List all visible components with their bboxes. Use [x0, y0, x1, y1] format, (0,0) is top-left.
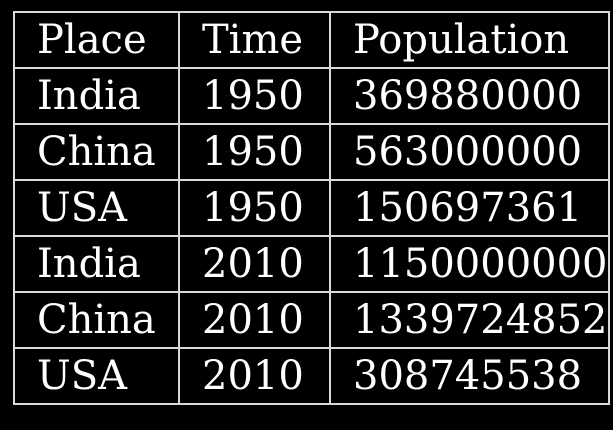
header-place: Place: [13, 11, 180, 69]
cell-population: 308745538: [329, 347, 610, 405]
table-row: India 2010 1150000000: [13, 235, 610, 293]
cell-population: 1339724852: [329, 291, 610, 349]
cell-place: USA: [13, 347, 180, 405]
header-population: Population: [329, 11, 610, 69]
cell-time: 1950: [178, 67, 331, 125]
cell-place: India: [13, 235, 180, 293]
cell-time: 1950: [178, 123, 331, 181]
cell-time: 2010: [178, 347, 331, 405]
population-table: Place Time Population India 1950 3698800…: [13, 11, 610, 405]
cell-place: China: [13, 123, 180, 181]
table-row: USA 1950 150697361: [13, 179, 610, 237]
cell-time: 2010: [178, 291, 331, 349]
header-time: Time: [178, 11, 331, 69]
cell-population: 563000000: [329, 123, 610, 181]
cell-place: China: [13, 291, 180, 349]
cell-time: 1950: [178, 179, 331, 237]
cell-time: 2010: [178, 235, 331, 293]
table-row: China 1950 563000000: [13, 123, 610, 181]
table-row: USA 2010 308745538: [13, 347, 610, 405]
cell-population: 150697361: [329, 179, 610, 237]
table-row: China 2010 1339724852: [13, 291, 610, 349]
table-row: India 1950 369880000: [13, 67, 610, 125]
cell-population: 1150000000: [329, 235, 610, 293]
cell-place: USA: [13, 179, 180, 237]
table-header-row: Place Time Population: [13, 11, 610, 69]
cell-population: 369880000: [329, 67, 610, 125]
cell-place: India: [13, 67, 180, 125]
